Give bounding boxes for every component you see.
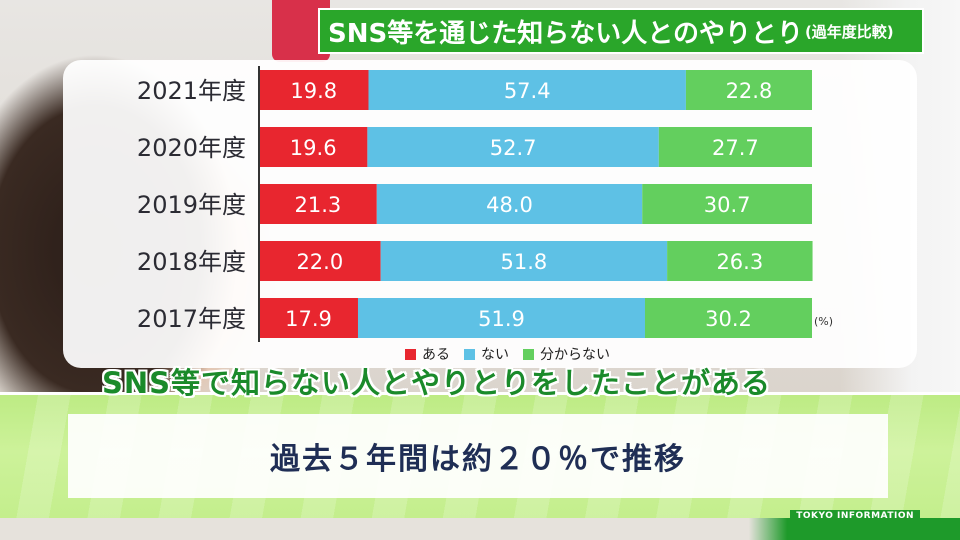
sub-headline: SNS等で知らない人とやりとりをしたことがある — [102, 366, 772, 400]
category-label: 2017年度 — [137, 305, 246, 333]
bar-segment-nai — [357, 298, 645, 338]
caption-box: 過去５年間は約２０％で推移 — [68, 414, 888, 498]
bar-segment-wakaranai — [642, 184, 812, 224]
data-label-aru: 19.6 — [290, 136, 337, 160]
bar-segment-aru — [259, 241, 381, 281]
data-label-aru: 22.0 — [296, 250, 343, 274]
bar-segment-aru — [259, 298, 358, 338]
title-bar: SNS等を通じた知らない人とのやりとり (過年度比較) — [318, 8, 924, 54]
bar-segment-nai — [368, 70, 686, 110]
bar-segment-aru — [259, 127, 368, 167]
legend-item-wakaranai: 分からない — [523, 344, 610, 364]
data-label-wakaranai: 30.7 — [704, 193, 751, 217]
bar-segment-wakaranai — [685, 70, 812, 110]
data-label-nai: 51.8 — [501, 250, 548, 274]
data-label-wakaranai: 22.8 — [726, 79, 773, 103]
category-label: 2018年度 — [137, 248, 246, 276]
bar-segment-wakaranai — [644, 298, 812, 338]
bottom-strip — [0, 518, 960, 540]
legend-label-nai: ない — [481, 347, 509, 363]
brand-label: TOKYO INFORMATION — [790, 510, 920, 526]
data-label-nai: 52.7 — [490, 136, 537, 160]
category-label: 2021年度 — [137, 77, 246, 105]
category-label: 2020年度 — [137, 134, 246, 162]
bar-segment-aru — [259, 70, 369, 110]
legend-swatch-wakaranai — [523, 348, 534, 360]
legend-label-aru: ある — [422, 347, 450, 363]
data-label-nai: 57.4 — [504, 79, 551, 103]
bar-segment-aru — [259, 184, 377, 224]
data-label-aru: 19.8 — [290, 79, 337, 103]
unit-label: (%) — [814, 315, 833, 328]
data-label-nai: 48.0 — [486, 193, 533, 217]
data-label-nai: 51.9 — [478, 307, 525, 331]
data-label-wakaranai: 30.2 — [705, 307, 752, 331]
chart-title: SNS等を通じた知らない人とのやりとり — [328, 18, 803, 49]
bar-segment-nai — [367, 127, 659, 167]
caption-text: 過去５年間は約２０％で推移 — [270, 442, 686, 477]
legend-item-nai: ない — [464, 344, 509, 364]
bar-segment-nai — [376, 184, 643, 224]
legend-item-aru: ある — [405, 344, 450, 364]
data-label-aru: 21.3 — [295, 193, 342, 217]
data-label-aru: 17.9 — [285, 307, 332, 331]
data-label-wakaranai: 27.7 — [712, 136, 759, 160]
chart-subtitle: (過年度比較) — [804, 22, 894, 41]
legend-swatch-nai — [464, 348, 475, 360]
bar-segment-wakaranai — [667, 241, 813, 281]
bar-segment-wakaranai — [658, 127, 812, 167]
data-label-wakaranai: 26.3 — [716, 250, 763, 274]
bar-segment-nai — [380, 241, 668, 281]
chart-legend: ある ない 分からない — [405, 344, 610, 364]
legend-swatch-aru — [405, 348, 416, 360]
category-label: 2019年度 — [137, 191, 246, 219]
legend-label-wakaranai: 分からない — [540, 347, 610, 363]
